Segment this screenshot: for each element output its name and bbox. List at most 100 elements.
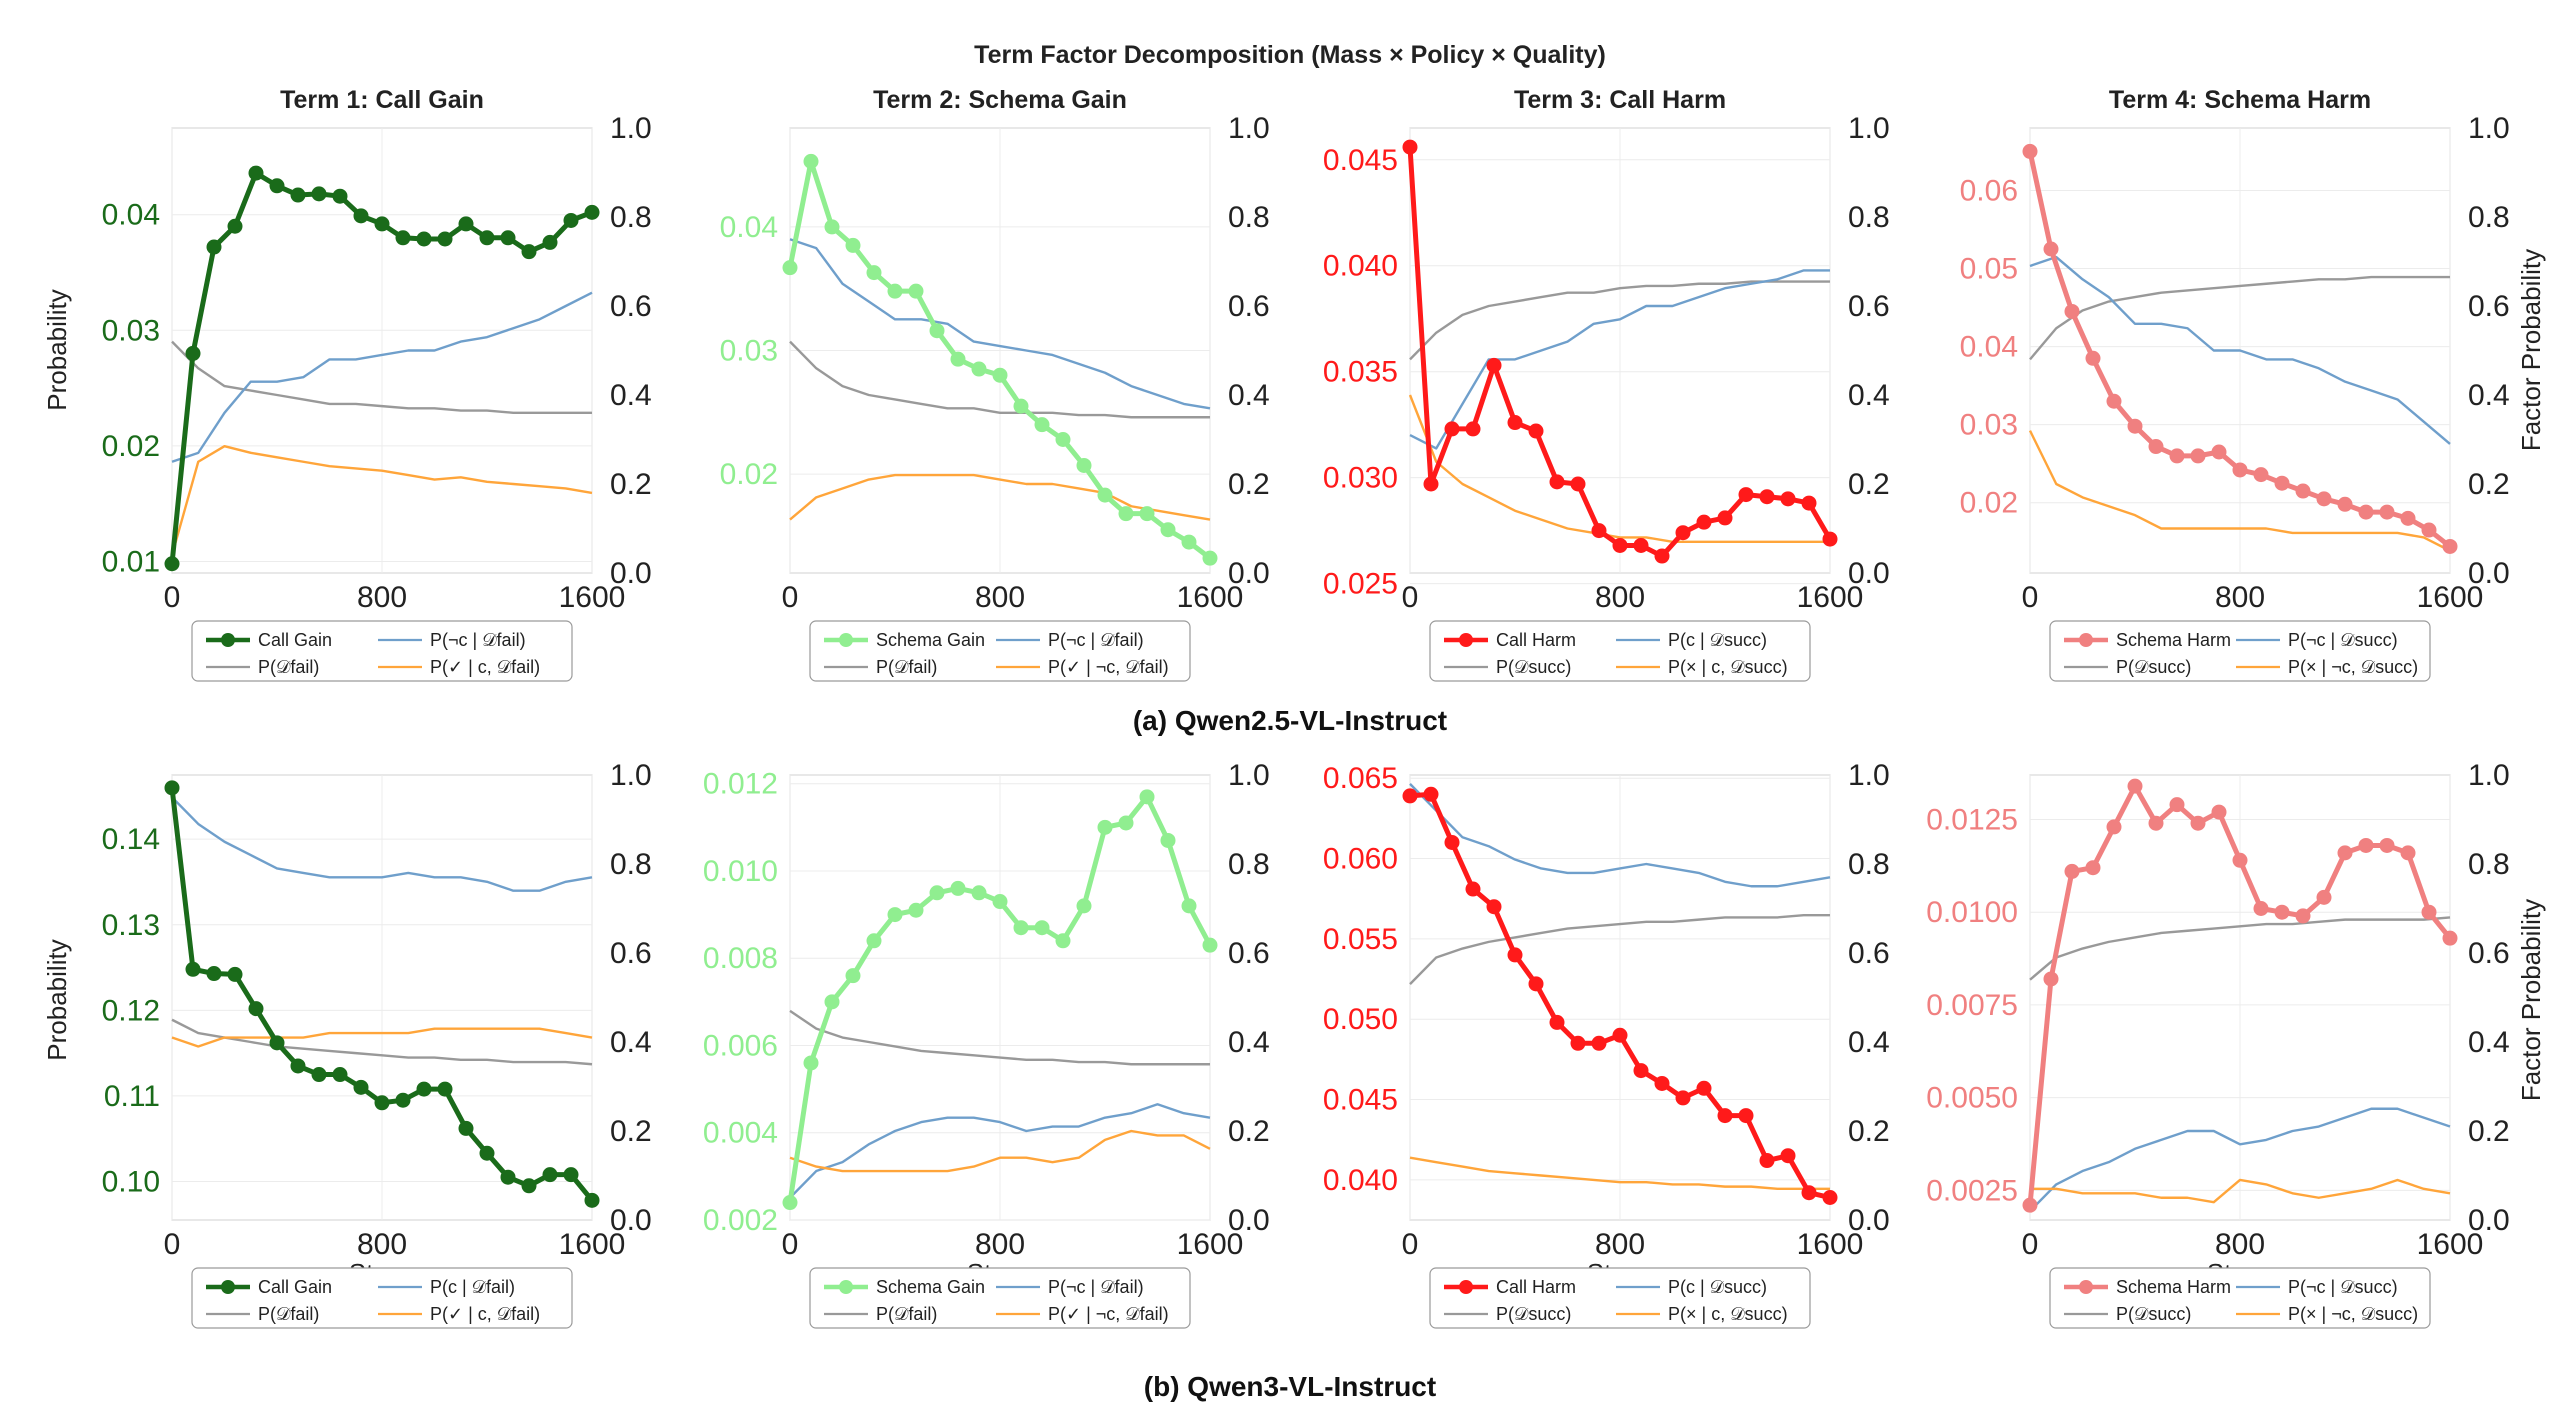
term-point <box>1696 514 1712 530</box>
legend-box <box>809 620 1191 682</box>
y2-tick-label: 0.6 <box>1228 937 1270 970</box>
term-point <box>1507 947 1523 963</box>
term-point <box>1076 898 1092 914</box>
x-tick-label: 0 <box>1402 1228 1419 1261</box>
term-point <box>908 902 924 918</box>
term-point <box>782 1195 798 1211</box>
term-point <box>1402 139 1418 155</box>
term-point <box>584 1192 600 1208</box>
term-point <box>1055 432 1071 447</box>
term-point <box>1738 1108 1754 1124</box>
y2-tick-label: 1.0 <box>610 759 652 792</box>
term-point <box>1633 1063 1649 1079</box>
term-point <box>1822 1190 1838 1206</box>
panel-title: Term 4: Schema Harm <box>2109 86 2371 114</box>
legend-label-term: Call Harm <box>1496 1277 1576 1297</box>
y2-tick-label: 0.0 <box>2468 1204 2510 1237</box>
y-tick-label: 0.012 <box>703 768 778 801</box>
factor-line-quality <box>1409 1156 1830 1191</box>
legend-label-term: Call Gain <box>258 1277 332 1297</box>
y-tick-label: 0.025 <box>1323 568 1398 601</box>
y2-tick-label: 0.4 <box>2468 1026 2510 1059</box>
legend-label-term: Schema Gain <box>876 1277 985 1297</box>
term-point <box>2358 837 2374 853</box>
term-point <box>1570 476 1586 492</box>
term-point <box>2232 852 2248 868</box>
factor-line-mass <box>1409 913 1830 985</box>
y2-tick-label: 1.0 <box>610 112 652 145</box>
term-point <box>950 351 966 367</box>
y2-tick-label: 0.0 <box>610 557 652 590</box>
term-point <box>1549 474 1565 490</box>
term-point <box>782 260 798 276</box>
term-point <box>1759 1153 1775 1169</box>
factor-line-policy <box>1409 269 1830 450</box>
legend-marker-term <box>2079 1280 2093 1294</box>
x-tick-label: 1600 <box>1797 581 1864 614</box>
legend-marker-term <box>221 1280 235 1294</box>
chart-panel-4: Term 4: Schema Harm 0.02 0.03 0.04 0.05 0.06 0… <box>1960 86 2510 682</box>
x-tick-label: 800 <box>1595 581 1645 614</box>
term-point <box>992 894 1008 910</box>
legend-label-quality: P(✓ | c, 𝒟fail) <box>430 1304 540 1324</box>
term-point <box>1801 1185 1817 1201</box>
term-point <box>416 231 432 247</box>
term-point <box>1034 417 1050 433</box>
chart-legend: Schema Gain P(¬c | 𝒟fail) P(𝒟fail) P(✓ | ¬c… <box>809 620 1191 682</box>
x-tick-label: 800 <box>975 1228 1025 1261</box>
legend-label-quality: P(✓ | c, 𝒟fail) <box>430 657 540 677</box>
term-point <box>2337 496 2353 512</box>
term-point <box>563 1167 579 1183</box>
y-tick-label: 0.0050 <box>1926 1082 2018 1115</box>
legend-label-policy: P(¬c | 𝒟fail) <box>1048 630 1144 650</box>
term-point <box>2169 797 2185 813</box>
y-tick-label: 0.045 <box>1323 144 1398 177</box>
x-tick-label: 1600 <box>1797 1228 1864 1261</box>
term-point <box>269 178 285 194</box>
y2-tick-label: 1.0 <box>1848 112 1890 145</box>
y2-tick-label: 0.8 <box>1848 201 1890 234</box>
term-point <box>458 1120 474 1136</box>
term-point <box>1675 525 1691 541</box>
term-point <box>2022 143 2038 159</box>
term-point <box>845 968 861 984</box>
term-point <box>1097 819 1113 835</box>
term-point <box>2043 971 2059 987</box>
legend-box <box>1429 620 1811 682</box>
panel-title: Term 2: Schema Gain <box>873 86 1127 114</box>
term-point <box>824 219 840 235</box>
term-point <box>206 239 222 255</box>
legend-label-quality: P(✓ | ¬c, 𝒟fail) <box>1048 1304 1169 1324</box>
y2-tick-label: 1.0 <box>1228 759 1270 792</box>
term-point <box>1717 510 1733 526</box>
x-tick-label: 1600 <box>1177 1228 1244 1261</box>
term-point <box>1591 523 1607 539</box>
term-point <box>437 1081 453 1097</box>
x-tick-label: 800 <box>357 1228 407 1261</box>
term-point <box>584 204 600 220</box>
term-point <box>2085 350 2101 366</box>
chart-panel-6: 0.002 0.004 0.006 0.008 0.010 0.012 0.0 0.2 0.4 0… <box>703 759 1270 1329</box>
x-tick-label: 1600 <box>559 581 626 614</box>
factor-line-policy <box>171 796 593 892</box>
term-point <box>2358 504 2374 520</box>
legend-label-term: Schema Harm <box>2116 1277 2231 1297</box>
legend-label-mass: P(𝒟succ) <box>1496 1304 1571 1324</box>
term-point <box>2337 845 2353 861</box>
y-tick-label: 0.04 <box>102 199 160 232</box>
y-tick-label: 0.045 <box>1323 1084 1398 1117</box>
term-point <box>1801 495 1817 511</box>
term-point <box>1549 1014 1565 1030</box>
term-point <box>908 283 924 299</box>
x-tick-label: 800 <box>2215 1228 2265 1261</box>
term-point <box>2190 448 2206 464</box>
legend-label-term: Schema Harm <box>2116 630 2231 650</box>
y-tick-label: 0.040 <box>1323 250 1398 283</box>
legend-box <box>1429 1267 1811 1329</box>
term-point <box>353 208 369 224</box>
term-point <box>1528 976 1544 992</box>
y-tick-label: 0.04 <box>1960 331 2018 364</box>
y-tick-label: 0.03 <box>102 314 160 347</box>
term-point <box>887 283 903 299</box>
term-point <box>185 345 201 361</box>
